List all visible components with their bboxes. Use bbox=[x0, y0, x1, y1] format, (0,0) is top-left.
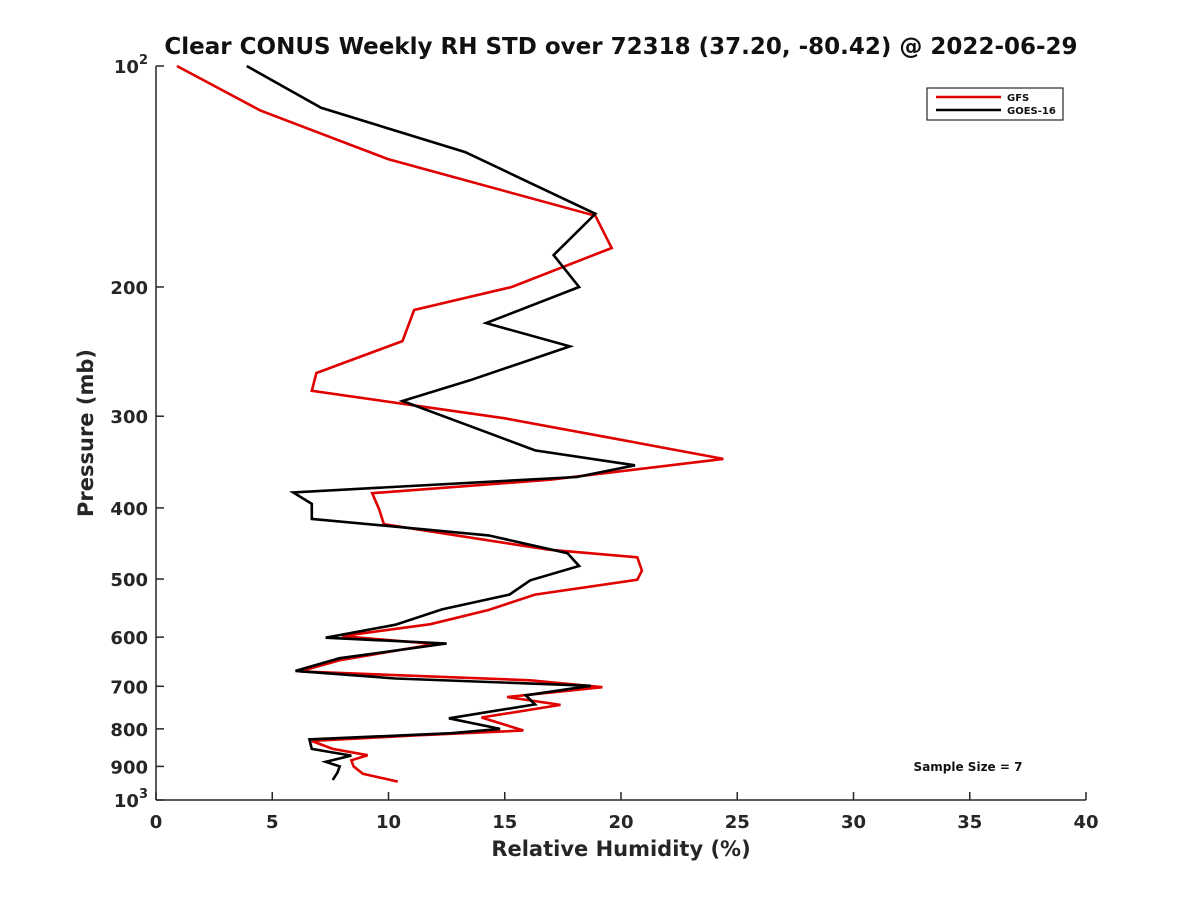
x-tick-label: 30 bbox=[841, 812, 866, 833]
series-line-goes16 bbox=[246, 64, 636, 781]
y-tick-label: 200 bbox=[110, 278, 148, 299]
y-tick-label: 700 bbox=[110, 677, 148, 698]
x-tick-label: 15 bbox=[492, 812, 517, 833]
x-tick-label: 25 bbox=[725, 812, 750, 833]
legend-box bbox=[926, 87, 1064, 121]
x-tick-label: 5 bbox=[266, 812, 279, 833]
y-tick-label: 103 bbox=[114, 787, 148, 812]
x-tick-label: 10 bbox=[376, 812, 401, 833]
y-tick-label: 400 bbox=[110, 499, 148, 520]
x-tick-label: 40 bbox=[1073, 812, 1098, 833]
x-ticks: 0 5 10 15 20 25 30 35 40 bbox=[150, 792, 1099, 833]
y-tick-label: 600 bbox=[110, 628, 148, 649]
y-tick-label: 300 bbox=[110, 407, 148, 428]
series-layer bbox=[176, 64, 724, 783]
x-tick-label: 20 bbox=[608, 812, 633, 833]
y-axis-label: Pressure (mb) bbox=[74, 349, 98, 517]
plot-area: 0 5 10 15 20 25 30 35 40 102 200 300 400 500 600 700 80… bbox=[110, 53, 1098, 833]
sample-size-annotation: Sample Size = 7 bbox=[914, 760, 1023, 774]
x-tick-label: 35 bbox=[957, 812, 982, 833]
chart-title: Clear CONUS Weekly RH STD over 72318 (37… bbox=[164, 34, 1077, 60]
y-tick-label: 900 bbox=[110, 757, 148, 778]
x-axis-label: Relative Humidity (%) bbox=[491, 837, 750, 861]
legend: GFS GOES-16 bbox=[926, 87, 1064, 121]
y-tick-label: 800 bbox=[110, 720, 148, 741]
legend-label-goes16: GOES-16 bbox=[1007, 106, 1056, 117]
legend-label-gfs: GFS bbox=[1007, 93, 1029, 104]
x-tick-label: 0 bbox=[150, 812, 163, 833]
y-tick-label: 500 bbox=[110, 570, 148, 591]
y-tick-label: 102 bbox=[114, 53, 148, 78]
y-ticks: 102 200 300 400 500 600 700 800 900 103 bbox=[110, 53, 164, 812]
